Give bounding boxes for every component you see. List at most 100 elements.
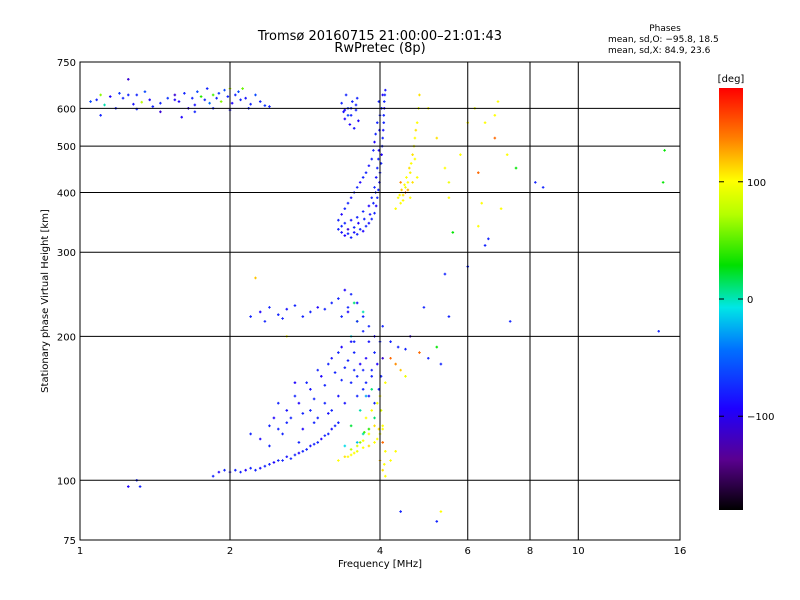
scatter-point <box>505 153 509 156</box>
scatter-point <box>367 394 371 398</box>
scatter-point <box>346 455 350 459</box>
scatter-point <box>199 95 203 98</box>
scatter-point <box>404 375 407 378</box>
scatter-point <box>263 320 267 323</box>
scatter-point <box>340 345 343 349</box>
scatter-point <box>276 427 280 431</box>
scatter-points <box>89 78 666 523</box>
scatter-point <box>343 455 347 459</box>
scatter-point <box>373 186 376 189</box>
scatter-point <box>349 448 353 451</box>
scatter-point <box>358 409 362 412</box>
scatter-point <box>234 93 237 97</box>
scatter-point <box>215 96 218 100</box>
scatter-point <box>661 181 665 184</box>
scatter-point <box>268 444 271 448</box>
scatter-point <box>180 115 184 119</box>
scatter-point <box>411 153 414 156</box>
scatter-point <box>477 171 480 175</box>
scatter-point <box>337 459 340 462</box>
scatter-point <box>348 123 352 126</box>
scatter-point <box>355 96 359 100</box>
scatter-point <box>404 186 407 189</box>
scatter-point <box>140 100 144 104</box>
scatter-point <box>370 196 374 200</box>
scatter-point <box>151 105 155 108</box>
scatter-point <box>418 351 421 354</box>
scatter-point <box>337 228 340 231</box>
scatter-point <box>230 101 234 105</box>
scatter-point <box>439 510 443 513</box>
scatter-point <box>118 92 121 95</box>
scatter-point <box>183 92 186 95</box>
scatter-point <box>413 157 417 161</box>
scatter-point <box>352 301 356 305</box>
scatter-point <box>211 474 215 478</box>
scatter-point <box>375 362 379 366</box>
scatter-point <box>364 356 368 360</box>
scatter-point <box>352 231 356 234</box>
scatter-point <box>375 121 379 124</box>
scatter-point <box>541 186 545 189</box>
scatter-point <box>289 416 293 420</box>
scatter-point <box>382 114 386 117</box>
chart-title-line1: Tromsø 20160715 21:00:00–21:01:43 <box>257 29 502 44</box>
scatter-point <box>316 368 320 372</box>
scatter-point <box>447 315 451 318</box>
scatter-point <box>219 100 223 103</box>
y-tick-label: 600 <box>57 104 76 115</box>
colorbar-tick-label: −100 <box>747 412 774 423</box>
scatter-point <box>352 451 356 455</box>
phase-stats-o: mean, sd,O: −95.8, 18.5 <box>608 35 719 45</box>
scatter-point <box>108 95 112 98</box>
colorbar-tick-label: 100 <box>747 178 766 189</box>
scatter-point <box>399 368 402 372</box>
y-tick-label: 300 <box>57 248 76 259</box>
scatter-point <box>346 114 350 117</box>
scatter-point <box>381 356 384 360</box>
scatter-point <box>384 381 387 385</box>
scatter-point <box>223 88 226 92</box>
scatter-point <box>372 149 375 152</box>
plot-frame <box>79 61 681 541</box>
scatter-point <box>285 421 289 424</box>
scatter-point <box>351 100 354 103</box>
scatter-point <box>382 121 386 124</box>
scatter-point <box>381 468 384 472</box>
scatter-point <box>413 136 417 140</box>
scatter-point <box>361 446 365 449</box>
colorbar-tick-label: 0 <box>747 295 753 306</box>
scatter-point <box>358 362 362 366</box>
scatter-point <box>333 371 337 374</box>
scatter-point <box>244 96 247 100</box>
scatter-point <box>258 100 262 103</box>
scatter-point <box>483 121 487 124</box>
scatter-point <box>337 297 340 300</box>
scatter-point <box>340 231 343 234</box>
scatter-point <box>352 368 356 372</box>
scatter-point <box>364 416 368 420</box>
colorbar-label: [deg] <box>718 74 745 85</box>
scatter-point <box>370 368 374 372</box>
scatter-point <box>203 98 207 102</box>
scatter-point <box>340 224 343 228</box>
scatter-point <box>367 221 371 225</box>
scatter-point <box>439 362 443 366</box>
scatter-point <box>477 224 480 228</box>
scatter-point <box>305 448 308 451</box>
scatter-point <box>166 96 170 100</box>
scatter-point <box>349 114 353 117</box>
scatter-point <box>316 416 320 420</box>
scatter-point <box>173 93 177 97</box>
scatter-point <box>320 375 323 378</box>
scatter-point <box>404 347 407 351</box>
scatter-point <box>443 272 447 276</box>
scatter-point <box>355 215 359 219</box>
scatter-point <box>355 441 359 444</box>
scatter-point <box>258 437 262 441</box>
scatter-point <box>375 401 379 405</box>
scatter-point <box>330 427 334 431</box>
scatter-point <box>343 117 347 121</box>
scatter-point <box>337 218 340 222</box>
scatter-point <box>349 218 353 222</box>
